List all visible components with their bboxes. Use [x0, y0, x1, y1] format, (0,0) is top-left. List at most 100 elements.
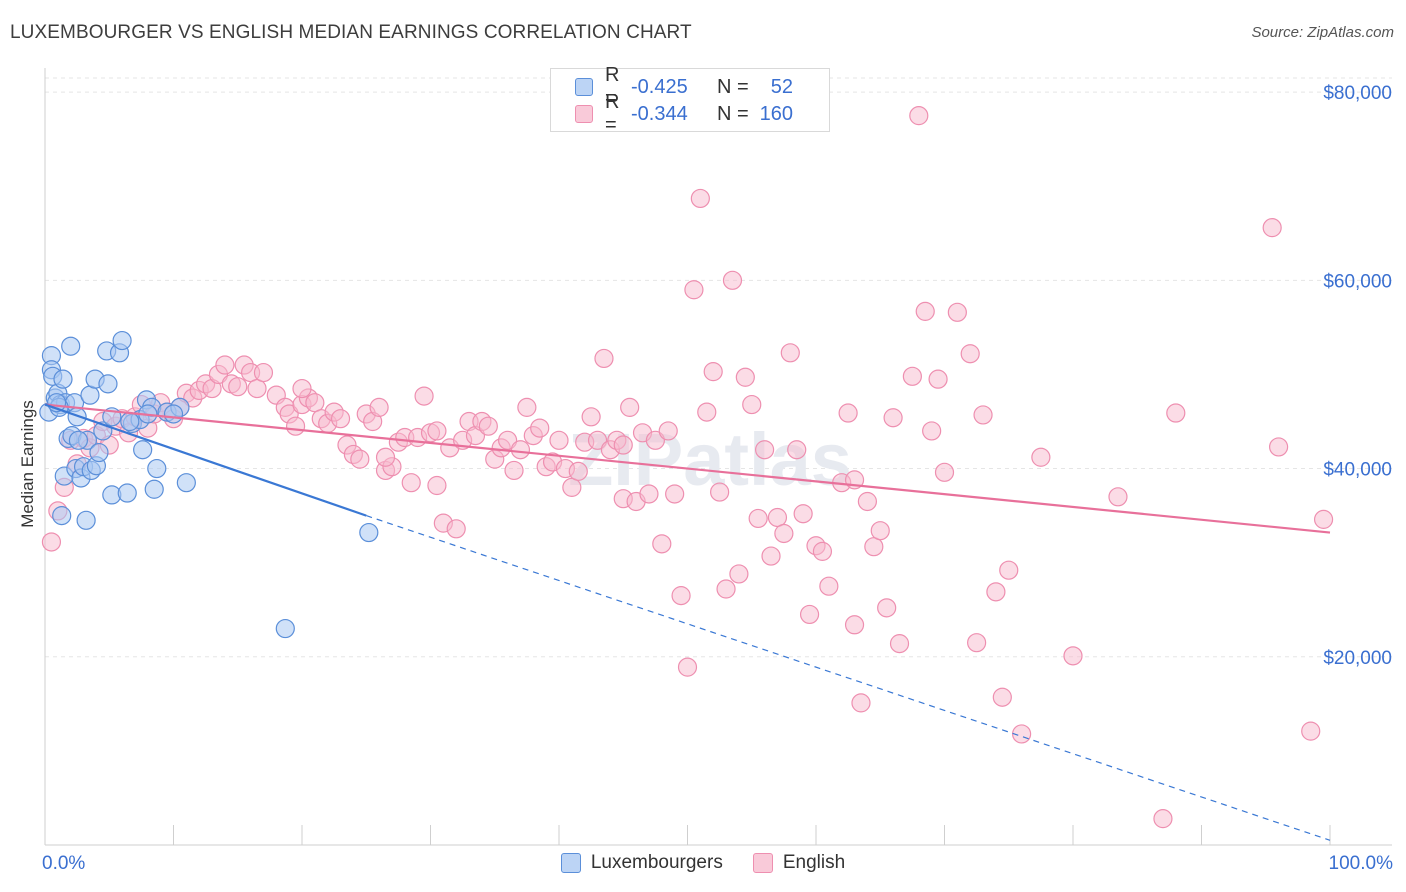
english-point	[787, 440, 807, 460]
english-points	[41, 106, 1334, 829]
english-point	[369, 397, 389, 417]
watermark: ZIPatlas	[568, 418, 852, 501]
english-point	[427, 475, 447, 496]
english-point	[530, 418, 550, 438]
english-point	[902, 366, 922, 386]
english-point	[330, 409, 351, 429]
english-point	[922, 421, 942, 441]
legend-label: Luxembourgers	[590, 852, 723, 873]
r-value: -0.344	[631, 102, 688, 125]
english-point	[761, 546, 781, 566]
english-point	[562, 477, 582, 497]
n-value: 52	[770, 75, 793, 98]
english-trend-line	[44, 403, 1331, 534]
english-point	[478, 416, 498, 436]
english-point	[645, 430, 665, 450]
english-point	[967, 633, 987, 653]
english-point	[510, 440, 531, 460]
english-point	[253, 362, 274, 383]
english-point	[446, 519, 466, 539]
english-point	[1108, 487, 1128, 507]
english-point	[767, 507, 788, 528]
english-point	[427, 421, 447, 441]
english-point	[870, 521, 890, 541]
luxembourgers-swatch	[560, 853, 581, 873]
english-point	[1268, 437, 1289, 457]
english-point	[986, 582, 1006, 602]
english-point	[305, 393, 325, 413]
y-tick-label: $60,000	[1323, 271, 1392, 292]
luxembourger-point	[133, 440, 153, 460]
english-point	[883, 408, 903, 428]
y-tick-label: $20,000	[1323, 648, 1392, 669]
english-point	[401, 473, 421, 493]
english-point	[639, 484, 659, 504]
legend-row-luxembourgers: R = -0.425 N = 52	[575, 64, 793, 109]
english-point	[684, 280, 704, 300]
english-point	[973, 405, 993, 425]
english-point	[498, 430, 518, 450]
english-point	[742, 394, 762, 415]
luxembourgers-swatch	[575, 78, 593, 96]
english-point	[568, 461, 588, 481]
english-point	[799, 604, 820, 625]
english-point	[1153, 809, 1173, 829]
y-tick-label: $80,000	[1323, 83, 1392, 104]
x-tick-label: 100.0%	[1329, 853, 1394, 874]
english-point	[414, 386, 434, 406]
luxembourger-point	[89, 442, 109, 463]
english-point	[247, 378, 267, 399]
english-point	[549, 430, 569, 450]
english-point	[754, 440, 775, 460]
english-point	[1166, 403, 1186, 423]
y-tick-label: $40,000	[1323, 460, 1392, 481]
english-point	[793, 504, 813, 524]
english-point	[350, 449, 370, 469]
english-point	[716, 579, 736, 599]
english-point	[934, 462, 955, 482]
luxembourger-point	[117, 483, 137, 503]
english-point	[652, 534, 672, 554]
y-axis-label: Median Earnings	[18, 400, 37, 528]
english-point	[722, 270, 743, 290]
luxembourger-trend-line	[44, 403, 367, 517]
legend-row-english: R = -0.344 N = 160	[575, 91, 793, 136]
english-swatch	[752, 853, 773, 873]
english-point	[877, 598, 897, 618]
english-point	[928, 369, 948, 389]
n-label: N =	[717, 75, 749, 98]
english-point	[729, 564, 749, 584]
english-point	[774, 523, 794, 544]
stats-legend: R = -0.425 N = 52 R = -0.344 N = 160	[550, 64, 830, 136]
legend-item-luxembourgers[interactable]: Luxembourgers	[560, 852, 723, 874]
trend-lines	[44, 403, 1331, 841]
legend-item-english[interactable]: English	[752, 852, 845, 874]
english-point	[677, 657, 698, 677]
luxembourger-point	[68, 430, 89, 450]
luxembourger-point	[61, 336, 81, 356]
english-point	[620, 397, 640, 417]
english-point	[909, 106, 929, 126]
english-point	[671, 586, 691, 606]
english-point	[838, 403, 858, 423]
english-point	[594, 348, 614, 369]
tick-labels: $20,000 $40,000 $60,000 $80,000 0.0% 100.0%	[42, 83, 1393, 874]
english-point	[889, 634, 910, 654]
english-point	[504, 460, 524, 481]
english-point	[517, 397, 537, 417]
luxembourger-point	[144, 479, 164, 499]
english-point	[703, 362, 723, 382]
english-point	[812, 541, 833, 561]
r-label: R =	[605, 64, 620, 109]
english-point	[960, 344, 980, 364]
luxembourger-point	[359, 522, 379, 543]
english-point	[587, 430, 608, 450]
luxembourger-point	[147, 458, 167, 479]
english-point	[844, 615, 865, 635]
n-value: 160	[759, 102, 793, 125]
english-point	[215, 355, 235, 375]
english-point	[228, 377, 248, 397]
english-point	[613, 435, 633, 455]
luxembourger-point	[176, 473, 196, 493]
